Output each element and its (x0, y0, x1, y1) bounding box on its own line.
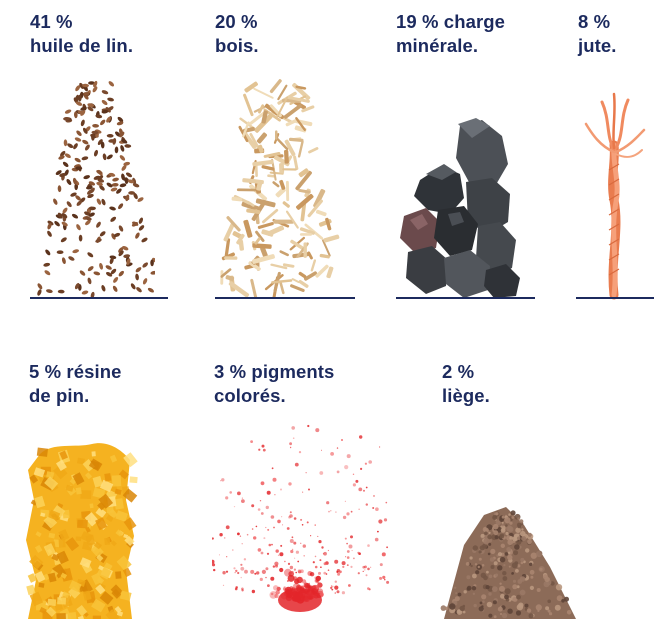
pine-resin-image (22, 440, 144, 619)
flax-label: 41 % huile de lin. (30, 10, 133, 58)
pigments-name: colorés. (214, 385, 286, 406)
wood-name: bois. (215, 35, 259, 56)
jute-baseline (576, 297, 654, 299)
jute-rope-image (580, 90, 650, 300)
cork-name: liège. (442, 385, 490, 406)
wood-label: 20 % bois. (215, 10, 259, 58)
cork-label: 2 % liège. (442, 360, 490, 408)
pigments-label: 3 % pigments colorés. (214, 360, 334, 408)
mineral-baseline (396, 297, 535, 299)
jute-label: 8 % jute. (578, 10, 617, 58)
flax-percent: 41 % (30, 11, 73, 32)
wood-baseline (215, 297, 355, 299)
mineral-label: 19 % charge minérale. (396, 10, 505, 58)
mineral-name: minérale. (396, 35, 479, 56)
pigments-percent: 3 % pigments (214, 361, 335, 382)
cork-percent: 2 % (442, 361, 475, 382)
jute-name: jute. (578, 35, 617, 56)
resin-percent: 5 % résine (29, 361, 122, 382)
resin-name: de pin. (29, 385, 90, 406)
resin-label: 5 % résine de pin. (29, 360, 122, 408)
jute-percent: 8 % (578, 11, 611, 32)
mineral-stones-image (398, 118, 524, 298)
mineral-percent: 19 % charge (396, 11, 506, 32)
flax-name: huile de lin. (30, 35, 134, 56)
pigment-splash-image (212, 420, 390, 619)
flax-seeds-image (30, 75, 155, 300)
wood-percent: 20 % (215, 11, 258, 32)
cork-granules-image (440, 505, 580, 619)
flax-baseline (30, 297, 168, 299)
wood-shavings-image (213, 76, 348, 298)
